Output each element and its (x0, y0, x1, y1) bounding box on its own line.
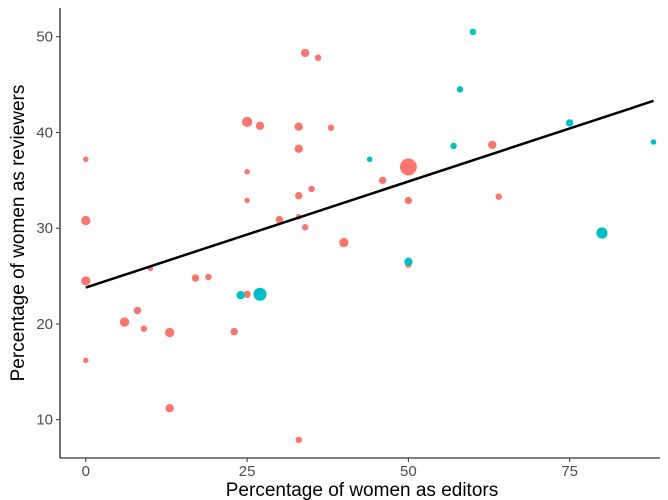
data-point (83, 156, 89, 163)
data-point (241, 116, 253, 128)
data-point (253, 287, 267, 301)
x-tick-label: 50 (400, 463, 417, 480)
data-point (191, 274, 200, 282)
data-point (404, 257, 413, 266)
y-tick-label: 30 (36, 220, 53, 237)
data-point (404, 196, 413, 205)
x-axis-title: Percentage of women as editors (226, 480, 499, 500)
y-tick-label: 10 (36, 412, 53, 429)
data-point (294, 144, 303, 153)
data-point (165, 404, 174, 413)
x-tick-label: 25 (239, 463, 256, 480)
data-point (243, 290, 251, 298)
data-point (596, 227, 608, 239)
data-point (366, 156, 373, 163)
data-point (488, 140, 497, 150)
y-tick-label: 40 (36, 124, 53, 141)
data-point (308, 185, 315, 193)
data-point (314, 54, 322, 62)
data-point (83, 357, 89, 364)
data-point (450, 142, 457, 150)
data-point (294, 122, 303, 131)
data-point (327, 124, 335, 131)
x-tick-label: 0 (82, 463, 90, 480)
data-point (236, 291, 245, 300)
data-point (295, 191, 303, 200)
data-point (81, 215, 91, 226)
data-point (650, 139, 657, 145)
data-point (255, 121, 265, 130)
data-point (275, 215, 284, 224)
data-point (565, 119, 574, 127)
data-point (378, 176, 387, 185)
data-point (495, 193, 502, 200)
data-point (295, 436, 302, 444)
y-axis-ticks: 10 20 30 40 50 (36, 29, 60, 429)
y-axis-title: Percentage of women as reviewers (8, 85, 29, 382)
data-point (244, 168, 250, 175)
plot-points (81, 28, 657, 444)
y-tick-label: 20 (36, 316, 53, 333)
y-tick-label: 50 (36, 29, 53, 46)
data-point (244, 197, 250, 204)
data-point (133, 306, 142, 315)
data-point (339, 237, 349, 248)
data-point (205, 273, 212, 281)
data-point (399, 158, 417, 176)
x-tick-label: 75 (561, 463, 578, 480)
data-point (165, 327, 175, 338)
data-point (81, 276, 91, 286)
data-point (301, 224, 309, 231)
data-point (469, 28, 477, 36)
data-point (456, 86, 464, 93)
data-point (230, 327, 238, 336)
x-axis-ticks: 0 25 50 75 (82, 458, 578, 480)
data-point (300, 48, 310, 58)
trend-line (85, 99, 654, 289)
data-point (119, 317, 130, 327)
data-point (140, 325, 148, 332)
